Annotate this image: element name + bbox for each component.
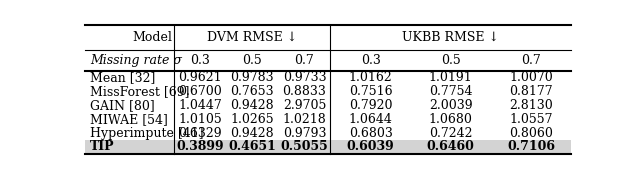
Text: 0.8177: 0.8177: [509, 85, 553, 98]
Text: 0.6039: 0.6039: [347, 140, 394, 153]
Text: 0.6460: 0.6460: [427, 140, 475, 153]
Text: 0.7653: 0.7653: [230, 85, 274, 98]
Text: 1.0162: 1.0162: [349, 71, 392, 84]
Text: 0.7106: 0.7106: [507, 140, 555, 153]
Text: Mean [32]: Mean [32]: [90, 71, 156, 84]
Text: 1.0447: 1.0447: [179, 99, 222, 112]
Text: MIWAE [54]: MIWAE [54]: [90, 113, 168, 126]
Text: 0.7: 0.7: [521, 54, 541, 67]
Text: TIP: TIP: [90, 140, 115, 153]
Text: 0.9428: 0.9428: [230, 99, 274, 112]
Text: 0.5: 0.5: [243, 54, 262, 67]
Text: 2.9705: 2.9705: [283, 99, 326, 112]
Text: Missing rate σ: Missing rate σ: [90, 54, 182, 67]
Text: 0.7242: 0.7242: [429, 127, 472, 140]
Text: 0.8060: 0.8060: [509, 127, 553, 140]
Text: 1.0557: 1.0557: [509, 113, 553, 126]
Text: 1.0105: 1.0105: [179, 113, 222, 126]
Text: 0.8833: 0.8833: [282, 85, 326, 98]
Text: 0.7754: 0.7754: [429, 85, 472, 98]
Text: 2.8130: 2.8130: [509, 99, 553, 112]
Text: 1.0191: 1.0191: [429, 71, 472, 84]
Text: 0.6803: 0.6803: [349, 127, 392, 140]
Text: 0.9733: 0.9733: [283, 71, 326, 84]
Text: 0.9428: 0.9428: [230, 127, 274, 140]
Text: 1.0218: 1.0218: [283, 113, 326, 126]
Text: MissForest [69]: MissForest [69]: [90, 85, 189, 98]
Text: 1.0644: 1.0644: [349, 113, 392, 126]
Text: 1.0680: 1.0680: [429, 113, 473, 126]
Text: 0.7: 0.7: [294, 54, 314, 67]
Text: 0.6700: 0.6700: [179, 85, 222, 98]
Text: 0.9621: 0.9621: [179, 71, 222, 84]
Text: 0.9783: 0.9783: [230, 71, 274, 84]
Text: Hyperimpute [41]: Hyperimpute [41]: [90, 127, 204, 140]
Text: 0.9793: 0.9793: [283, 127, 326, 140]
Text: 0.5: 0.5: [441, 54, 461, 67]
Text: Model: Model: [132, 31, 172, 44]
Text: 0.6329: 0.6329: [179, 127, 222, 140]
Text: 1.0070: 1.0070: [509, 71, 553, 84]
Text: 0.3: 0.3: [360, 54, 381, 67]
Text: 1.0265: 1.0265: [230, 113, 274, 126]
Text: UKBB RMSE ↓: UKBB RMSE ↓: [403, 31, 499, 44]
Text: 0.7920: 0.7920: [349, 99, 392, 112]
Text: 0.3899: 0.3899: [177, 140, 224, 153]
Text: DVM RMSE ↓: DVM RMSE ↓: [207, 31, 298, 44]
Text: 0.4651: 0.4651: [228, 140, 276, 153]
FancyBboxPatch shape: [85, 140, 571, 154]
Text: 0.7516: 0.7516: [349, 85, 392, 98]
Text: 2.0039: 2.0039: [429, 99, 472, 112]
Text: 0.3: 0.3: [190, 54, 210, 67]
Text: 0.5055: 0.5055: [280, 140, 328, 153]
Text: GAIN [80]: GAIN [80]: [90, 99, 155, 112]
